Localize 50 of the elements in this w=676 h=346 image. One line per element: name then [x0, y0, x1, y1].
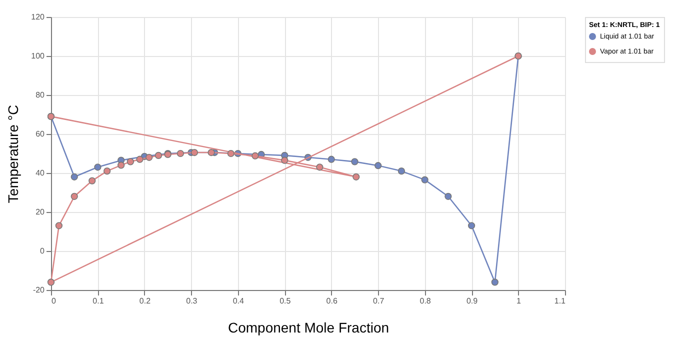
y-tick-label: 120	[31, 12, 46, 22]
y-tick-label: 60	[36, 130, 46, 138]
point	[316, 164, 324, 171]
x-tick-label: 0.1	[92, 296, 104, 306]
x-tick-label: 1.1	[554, 296, 566, 306]
point	[281, 156, 288, 164]
point	[154, 152, 162, 160]
x-tick-label: 0.7	[373, 296, 385, 306]
point	[227, 150, 234, 158]
point	[176, 150, 184, 158]
x-tick-label: 1	[516, 296, 522, 306]
point	[398, 167, 406, 175]
point	[136, 156, 144, 163]
point	[208, 148, 215, 156]
point	[118, 162, 125, 169]
point	[70, 192, 78, 200]
x-tick-label: 0.5	[280, 296, 292, 306]
x-tick-label: 0.2	[139, 296, 152, 306]
x-tick-label: 0.6	[326, 296, 338, 306]
y-tick-label: 80	[36, 90, 46, 100]
x-tick-label: 0.8	[420, 296, 432, 306]
x-tick-label: 0.4	[232, 296, 245, 306]
y-tick-label: 40	[36, 168, 46, 178]
y-tick-label: 100	[31, 52, 46, 60]
point	[491, 278, 498, 286]
point	[252, 152, 259, 160]
point	[88, 177, 96, 184]
point	[352, 173, 360, 180]
x-tick-label: 0.9	[466, 296, 478, 306]
x-tick-label: 0	[52, 296, 56, 306]
point	[468, 222, 476, 230]
point	[328, 156, 335, 163]
point	[47, 278, 55, 286]
point	[421, 176, 428, 184]
y-tick-label: -20	[32, 286, 46, 294]
point	[146, 154, 153, 161]
point	[351, 158, 358, 166]
point	[70, 173, 78, 180]
y-tick-label: 0	[40, 246, 46, 256]
y-axis-title: Temperature °C	[5, 104, 22, 204]
x-tick-label: 0.3	[186, 296, 198, 306]
point	[104, 167, 111, 175]
point	[190, 148, 198, 156]
point	[374, 162, 382, 170]
x-axis-title: Component Mole Fraction	[228, 320, 390, 336]
point	[55, 222, 63, 230]
y-tick-label: 20	[36, 208, 46, 216]
point	[444, 192, 452, 200]
point	[126, 158, 134, 166]
point	[94, 164, 102, 171]
